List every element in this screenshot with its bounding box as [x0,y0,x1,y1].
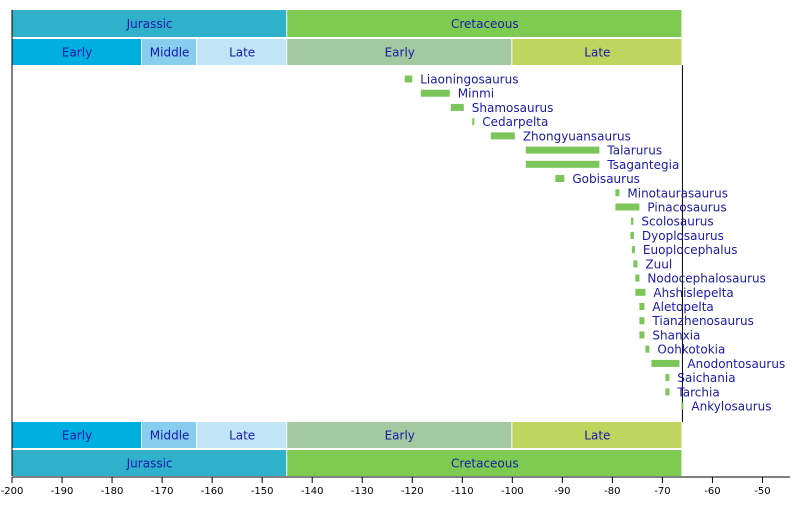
period-band [287,450,682,476]
range-bar [630,231,634,239]
epoch-band [142,422,197,448]
taxon-label: Talarurus [606,144,662,158]
range-bar [490,132,515,140]
period-band [12,10,287,37]
range-bar [525,160,600,168]
range-bar [404,75,413,83]
epoch-band [287,39,512,65]
x-tick-label: -190 [51,486,74,497]
range-bar [630,217,634,225]
taxon-label: Gobisaurus [572,172,640,186]
taxon-label: Aletopelta [652,300,713,314]
x-tick-label: -200 [1,486,24,497]
epoch-label: Early [385,46,415,60]
period-label: Cretaceous [451,457,519,471]
x-tick-label: -110 [451,486,474,497]
range-bar [639,331,645,339]
x-tick-label: -180 [101,486,124,497]
range-bar [525,146,600,154]
taxon-label: Minmi [458,87,494,101]
taxon-label: Dyoplosaurus [642,229,724,243]
range-bar [450,103,464,111]
x-tick-label: -90 [554,486,570,497]
epoch-label: Late [229,429,255,443]
x-tick-label: -130 [351,486,374,497]
x-tick-label: -140 [301,486,324,497]
epoch-band [12,422,142,448]
taxon-label: Euoplocephalus [643,243,738,257]
taxon-label: Pinacosaurus [647,200,726,214]
taxon-label: Shamosaurus [472,101,554,115]
taxon-label: Liaoningosaurus [420,73,518,87]
epoch-label: Late [584,46,610,60]
x-tick-label: -60 [704,486,720,497]
epoch-band [142,39,197,65]
period-label: Jurassic [126,17,173,31]
period-band [12,450,287,476]
taxon-label: Tarchia [676,385,719,399]
range-bar [681,402,684,410]
taxon-label: Saichania [677,371,735,385]
taxon-label: Oohkotokia [657,343,725,357]
epoch-label: Late [229,46,255,60]
range-bar [639,303,645,311]
epoch-label: Early [62,429,92,443]
range-bar [615,203,640,211]
taxon-label: Anodontosaurus [687,357,785,371]
taxon-label: Tianzhenosaurus [651,314,754,328]
range-bar [651,359,680,367]
taxon-label: Zuul [645,257,672,271]
epoch-label: Early [62,46,92,60]
epoch-label: Early [385,429,415,443]
epoch-band [287,422,512,448]
epoch-band [12,39,142,65]
taxon-label: Ahshislepelta [653,286,733,300]
taxon-label: Zhongyuansaurus [523,129,631,143]
range-bar [635,288,646,296]
x-tick-label: -170 [151,486,174,497]
period-label: Jurassic [126,457,173,471]
period-band [287,10,682,37]
taxon-label: Cedarpelta [482,115,548,129]
range-bar [645,345,650,353]
range-bar [555,175,565,183]
x-tick-label: -80 [604,486,620,497]
epoch-band [197,422,287,448]
range-bar [631,246,635,254]
range-bar [615,189,620,197]
epoch-label: Middle [150,46,190,60]
range-bar [639,317,645,325]
taxon-label: Minotaurasaurus [627,186,728,200]
epoch-label: Late [584,429,610,443]
range-bar [420,89,450,97]
x-tick-label: -50 [754,486,770,497]
epoch-band [512,422,682,448]
period-label: Cretaceous [451,17,519,31]
taxon-label: Shanxia [652,328,700,342]
range-bar [633,260,638,268]
epoch-label: Middle [150,429,190,443]
x-tick-label: -100 [501,486,524,497]
x-tick-label: -150 [251,486,274,497]
epoch-band [197,39,287,65]
taxon-label: Scolosaurus [641,215,713,229]
range-bar [665,374,670,382]
taxon-label: Ankylosaurus [691,400,771,414]
x-tick-label: -160 [201,486,224,497]
range-bar [665,388,670,396]
range-bar [472,118,475,126]
taxon-label: Tsagantegia [606,158,679,172]
taxon-label: Nodocephalosaurus [647,272,766,286]
range-bar [635,274,640,282]
x-tick-label: -70 [654,486,670,497]
x-tick-label: -120 [401,486,424,497]
epoch-band [512,39,682,65]
